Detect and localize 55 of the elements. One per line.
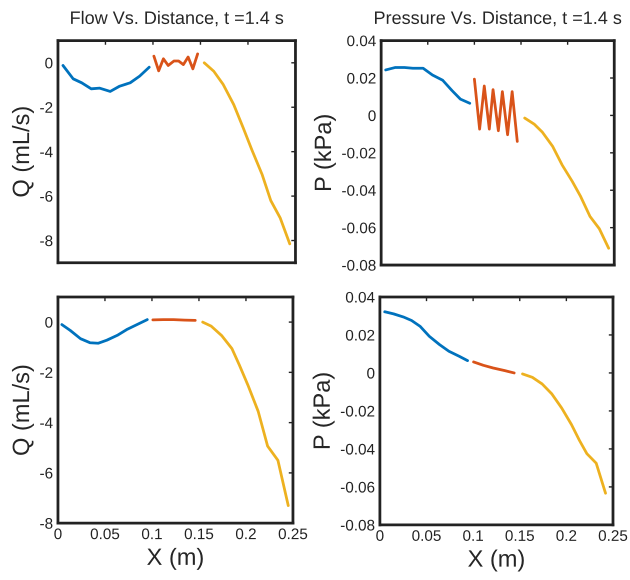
line-series	[60, 318, 149, 345]
x-tick-label: 0.15	[184, 528, 214, 540]
y-tick-label: -0.02	[342, 148, 376, 159]
y-tick-label: -8	[40, 235, 52, 246]
y-axis-title: Q (mL/s)	[12, 107, 34, 196]
x-tick-label: 0.1	[463, 530, 484, 541]
y-axis-title: P (kPa)	[314, 115, 336, 190]
x-tick-label: 0.25	[598, 530, 628, 541]
x-tick-label: 0.2	[236, 528, 256, 540]
y-axis-title: Q (mL/s)	[12, 366, 34, 455]
line-series	[523, 116, 610, 250]
line-series	[201, 320, 290, 507]
y-tick-label: 0.04	[346, 292, 375, 303]
y-tick-label: -0.08	[340, 520, 374, 531]
y-tick-label: 0	[45, 316, 52, 328]
line-series	[202, 61, 292, 246]
y-tick-label: -8	[40, 518, 52, 529]
y-tick-label: 0	[367, 368, 374, 379]
chart-title: Flow Vs. Distance, t =1.4 s	[71, 10, 284, 26]
y-tick-label: 0.04	[347, 35, 376, 46]
y-tick-label: -6	[40, 190, 52, 202]
x-tick-label: 0.15	[505, 530, 534, 541]
line-series	[521, 372, 607, 495]
y-tick-label: 0.02	[346, 330, 374, 341]
x-axis-title: X (m)	[147, 548, 203, 570]
y-tick-label: 0.02	[347, 72, 376, 84]
x-tick-label: 0	[54, 528, 62, 540]
y-tick-label: -0.08	[342, 260, 376, 271]
x-tick-label: 0.05	[90, 528, 120, 540]
line-series	[384, 66, 472, 105]
line-series	[152, 52, 200, 72]
y-tick-label: -6	[40, 468, 52, 479]
x-tick-label: 0.2	[556, 530, 576, 541]
x-tick-label: 0	[376, 530, 384, 541]
y-tick-label: -4	[40, 146, 53, 158]
y-tick-label: -2	[40, 367, 52, 378]
x-tick-label: 0.1	[142, 528, 162, 540]
y-tick-label: -0.04	[342, 185, 376, 196]
y-tick-label: 0	[368, 110, 376, 122]
y-tick-label: -0.06	[342, 222, 376, 234]
line-series	[472, 360, 516, 374]
y-tick-label: -0.04	[340, 444, 375, 455]
x-axis-title: X (m)	[468, 550, 524, 572]
line-series	[473, 78, 519, 143]
line-series	[62, 64, 151, 93]
y-tick-label: -0.02	[340, 406, 374, 417]
chart-title: Pressure Vs. Distance, t =1.4 s	[375, 10, 622, 26]
y-tick-label: -4	[40, 418, 53, 428]
y-tick-label: 0	[45, 58, 52, 68]
y-axis-title: P (kPa)	[312, 373, 335, 448]
x-tick-label: 0.05	[412, 530, 441, 541]
y-tick-label: -2	[40, 102, 52, 113]
y-tick-label: -0.06	[340, 482, 374, 493]
x-tick-label: 0.25	[278, 528, 308, 540]
line-series	[383, 310, 469, 362]
